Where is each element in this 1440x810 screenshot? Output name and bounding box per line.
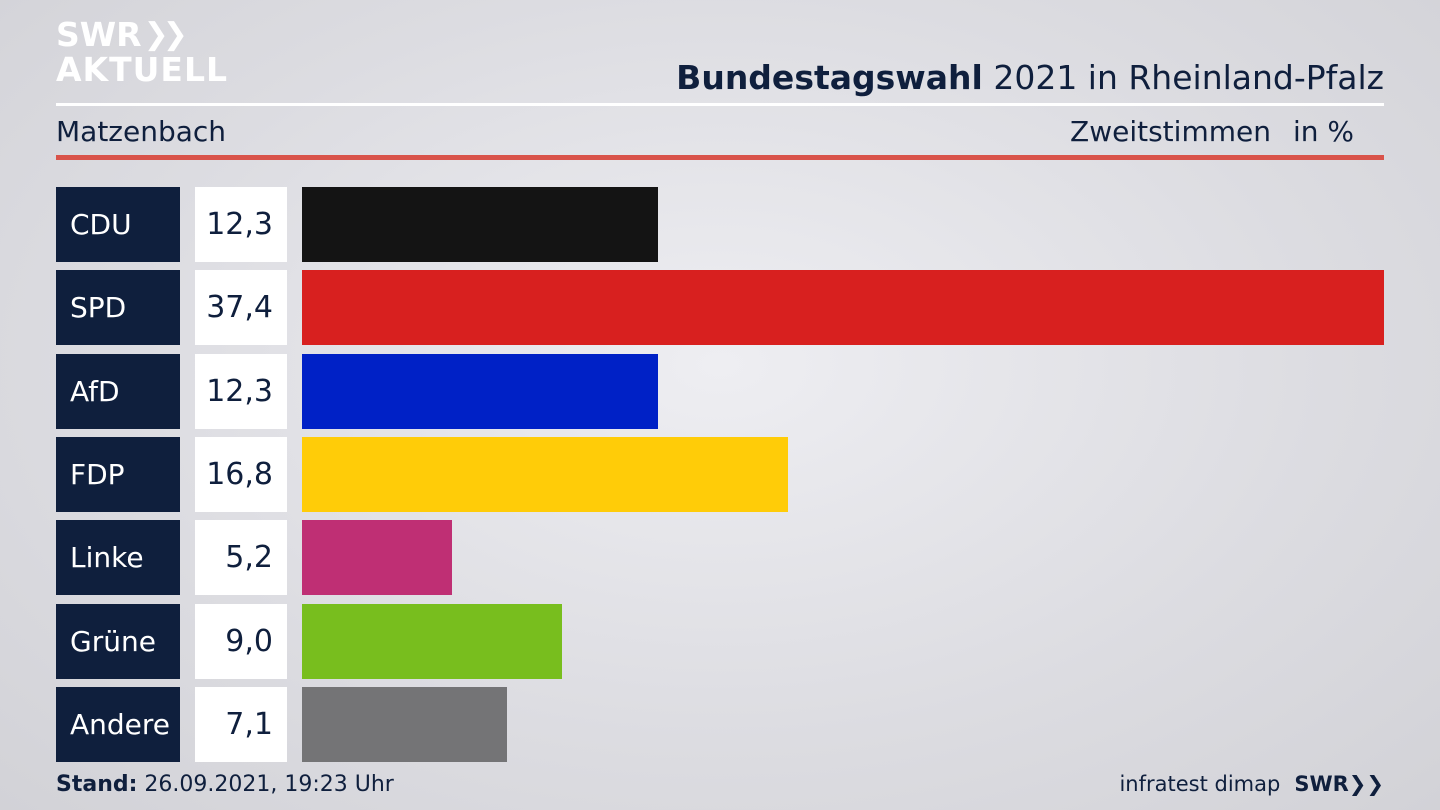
value-label: 5,2	[195, 520, 287, 595]
bar-row: Grüne 9,0	[56, 604, 1384, 679]
value-label: 9,0	[195, 604, 287, 679]
party-label: Grüne	[56, 604, 180, 679]
bar-row: FDP 16,8	[56, 437, 1384, 512]
unit-text: in %	[1292, 115, 1354, 148]
footer-swr-logo: SWR❯❯	[1294, 772, 1384, 796]
page-title: Bundestagswahl 2021 in Rheinland-Pfalz	[676, 58, 1384, 97]
source-label: infratest dimap	[1119, 772, 1281, 796]
party-label: FDP	[56, 437, 180, 512]
bar-row: Andere 7,1	[56, 687, 1384, 762]
value-label: 16,8	[195, 437, 287, 512]
bar-row: CDU 12,3	[56, 187, 1384, 262]
timestamp: Stand: 26.09.2021, 19:23 Uhr	[56, 772, 394, 797]
bar-row: AfD 12,3	[56, 354, 1384, 429]
header-divider	[56, 103, 1384, 106]
chevrons-icon: ❯❯	[143, 16, 188, 52]
bar	[302, 520, 453, 595]
logo-aktuell-text: AKTUELL	[56, 50, 229, 89]
party-label: SPD	[56, 270, 180, 345]
bar	[302, 437, 789, 512]
bar-row: Linke 5,2	[56, 520, 1384, 595]
bar	[302, 354, 658, 429]
title-rest: 2021 in Rheinland-Pfalz	[993, 58, 1384, 97]
accent-divider	[56, 155, 1384, 160]
bar	[302, 187, 658, 262]
value-label: 12,3	[195, 354, 287, 429]
title-bold: Bundestagswahl	[676, 58, 983, 97]
party-label: Andere	[56, 687, 180, 762]
place-name: Matzenbach	[56, 115, 227, 148]
stand-value: 26.09.2021, 19:23 Uhr	[144, 772, 394, 797]
party-label: AfD	[56, 354, 180, 429]
footer-chevrons-icon: ❯❯	[1348, 772, 1384, 796]
stand-label: Stand:	[56, 772, 138, 797]
bar	[302, 604, 563, 679]
value-label: 12,3	[195, 187, 287, 262]
swr-aktuell-logo: SWR ❯❯ AKTUELL	[56, 18, 228, 86]
bar-row: SPD 37,4	[56, 270, 1384, 345]
value-label: 37,4	[195, 270, 287, 345]
bar	[302, 270, 1384, 345]
party-label: CDU	[56, 187, 180, 262]
measure-label: Zweitstimmen in %	[1070, 115, 1354, 148]
bar	[302, 687, 508, 762]
measure-text: Zweitstimmen	[1070, 115, 1271, 148]
party-label: Linke	[56, 520, 180, 595]
footer-swr-text: SWR	[1294, 772, 1349, 796]
logo-swr-text: SWR	[56, 15, 142, 54]
footer-branding: infratest dimap SWR❯❯	[1119, 772, 1384, 796]
value-label: 7,1	[195, 687, 287, 762]
